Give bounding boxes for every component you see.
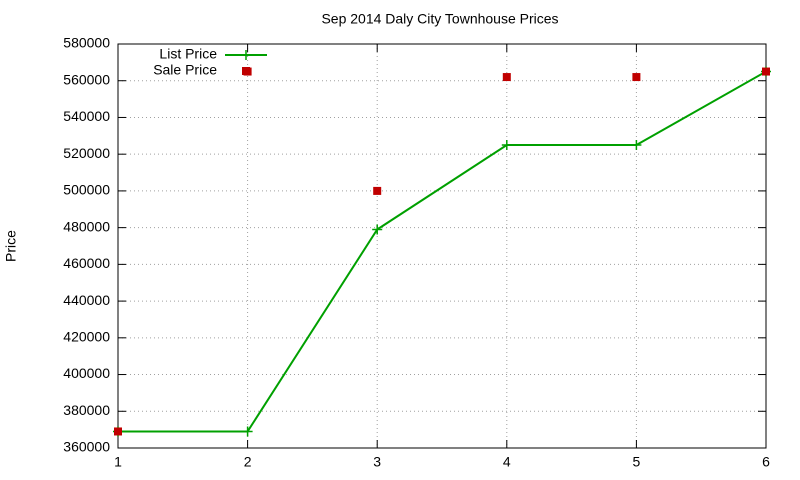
y-tick-label: 420000 bbox=[63, 329, 110, 345]
point bbox=[114, 427, 122, 436]
legend-label: Sale Price bbox=[153, 62, 217, 78]
y-tick-label: 480000 bbox=[63, 218, 110, 234]
point bbox=[373, 186, 382, 195]
point bbox=[501, 140, 512, 150]
y-tick-label: 520000 bbox=[63, 145, 110, 161]
legend-label: List Price bbox=[159, 46, 217, 62]
y-tick-label: 580000 bbox=[63, 35, 110, 51]
x-tick-label: 2 bbox=[244, 454, 252, 470]
y-tick-label: 440000 bbox=[63, 292, 110, 308]
point bbox=[762, 67, 770, 76]
x-tick-label: 6 bbox=[762, 454, 770, 470]
y-tick-label: 540000 bbox=[63, 108, 110, 124]
y-tick-label: 460000 bbox=[63, 255, 110, 271]
point bbox=[372, 224, 383, 235]
y-tick-label: 560000 bbox=[63, 71, 110, 87]
y-tick-label: 400000 bbox=[63, 365, 110, 381]
series-line bbox=[118, 70, 767, 433]
x-tick-label: 4 bbox=[503, 454, 511, 470]
point bbox=[632, 73, 641, 82]
y-tick-label: 500000 bbox=[63, 182, 110, 198]
y-axis-label: Price bbox=[3, 230, 19, 262]
point bbox=[242, 67, 250, 75]
y-tick-label: 360000 bbox=[63, 439, 110, 455]
x-tick-label: 5 bbox=[633, 454, 641, 470]
x-tick-label: 3 bbox=[373, 454, 381, 470]
x-tick-label: 1 bbox=[114, 454, 122, 470]
point bbox=[242, 426, 253, 437]
plot-border bbox=[117, 43, 767, 449]
point bbox=[502, 73, 511, 82]
chart-title: Sep 2014 Daly City Townhouse Prices bbox=[321, 11, 558, 27]
point bbox=[631, 140, 642, 150]
point bbox=[241, 50, 251, 60]
y-tick-label: 380000 bbox=[63, 402, 110, 418]
